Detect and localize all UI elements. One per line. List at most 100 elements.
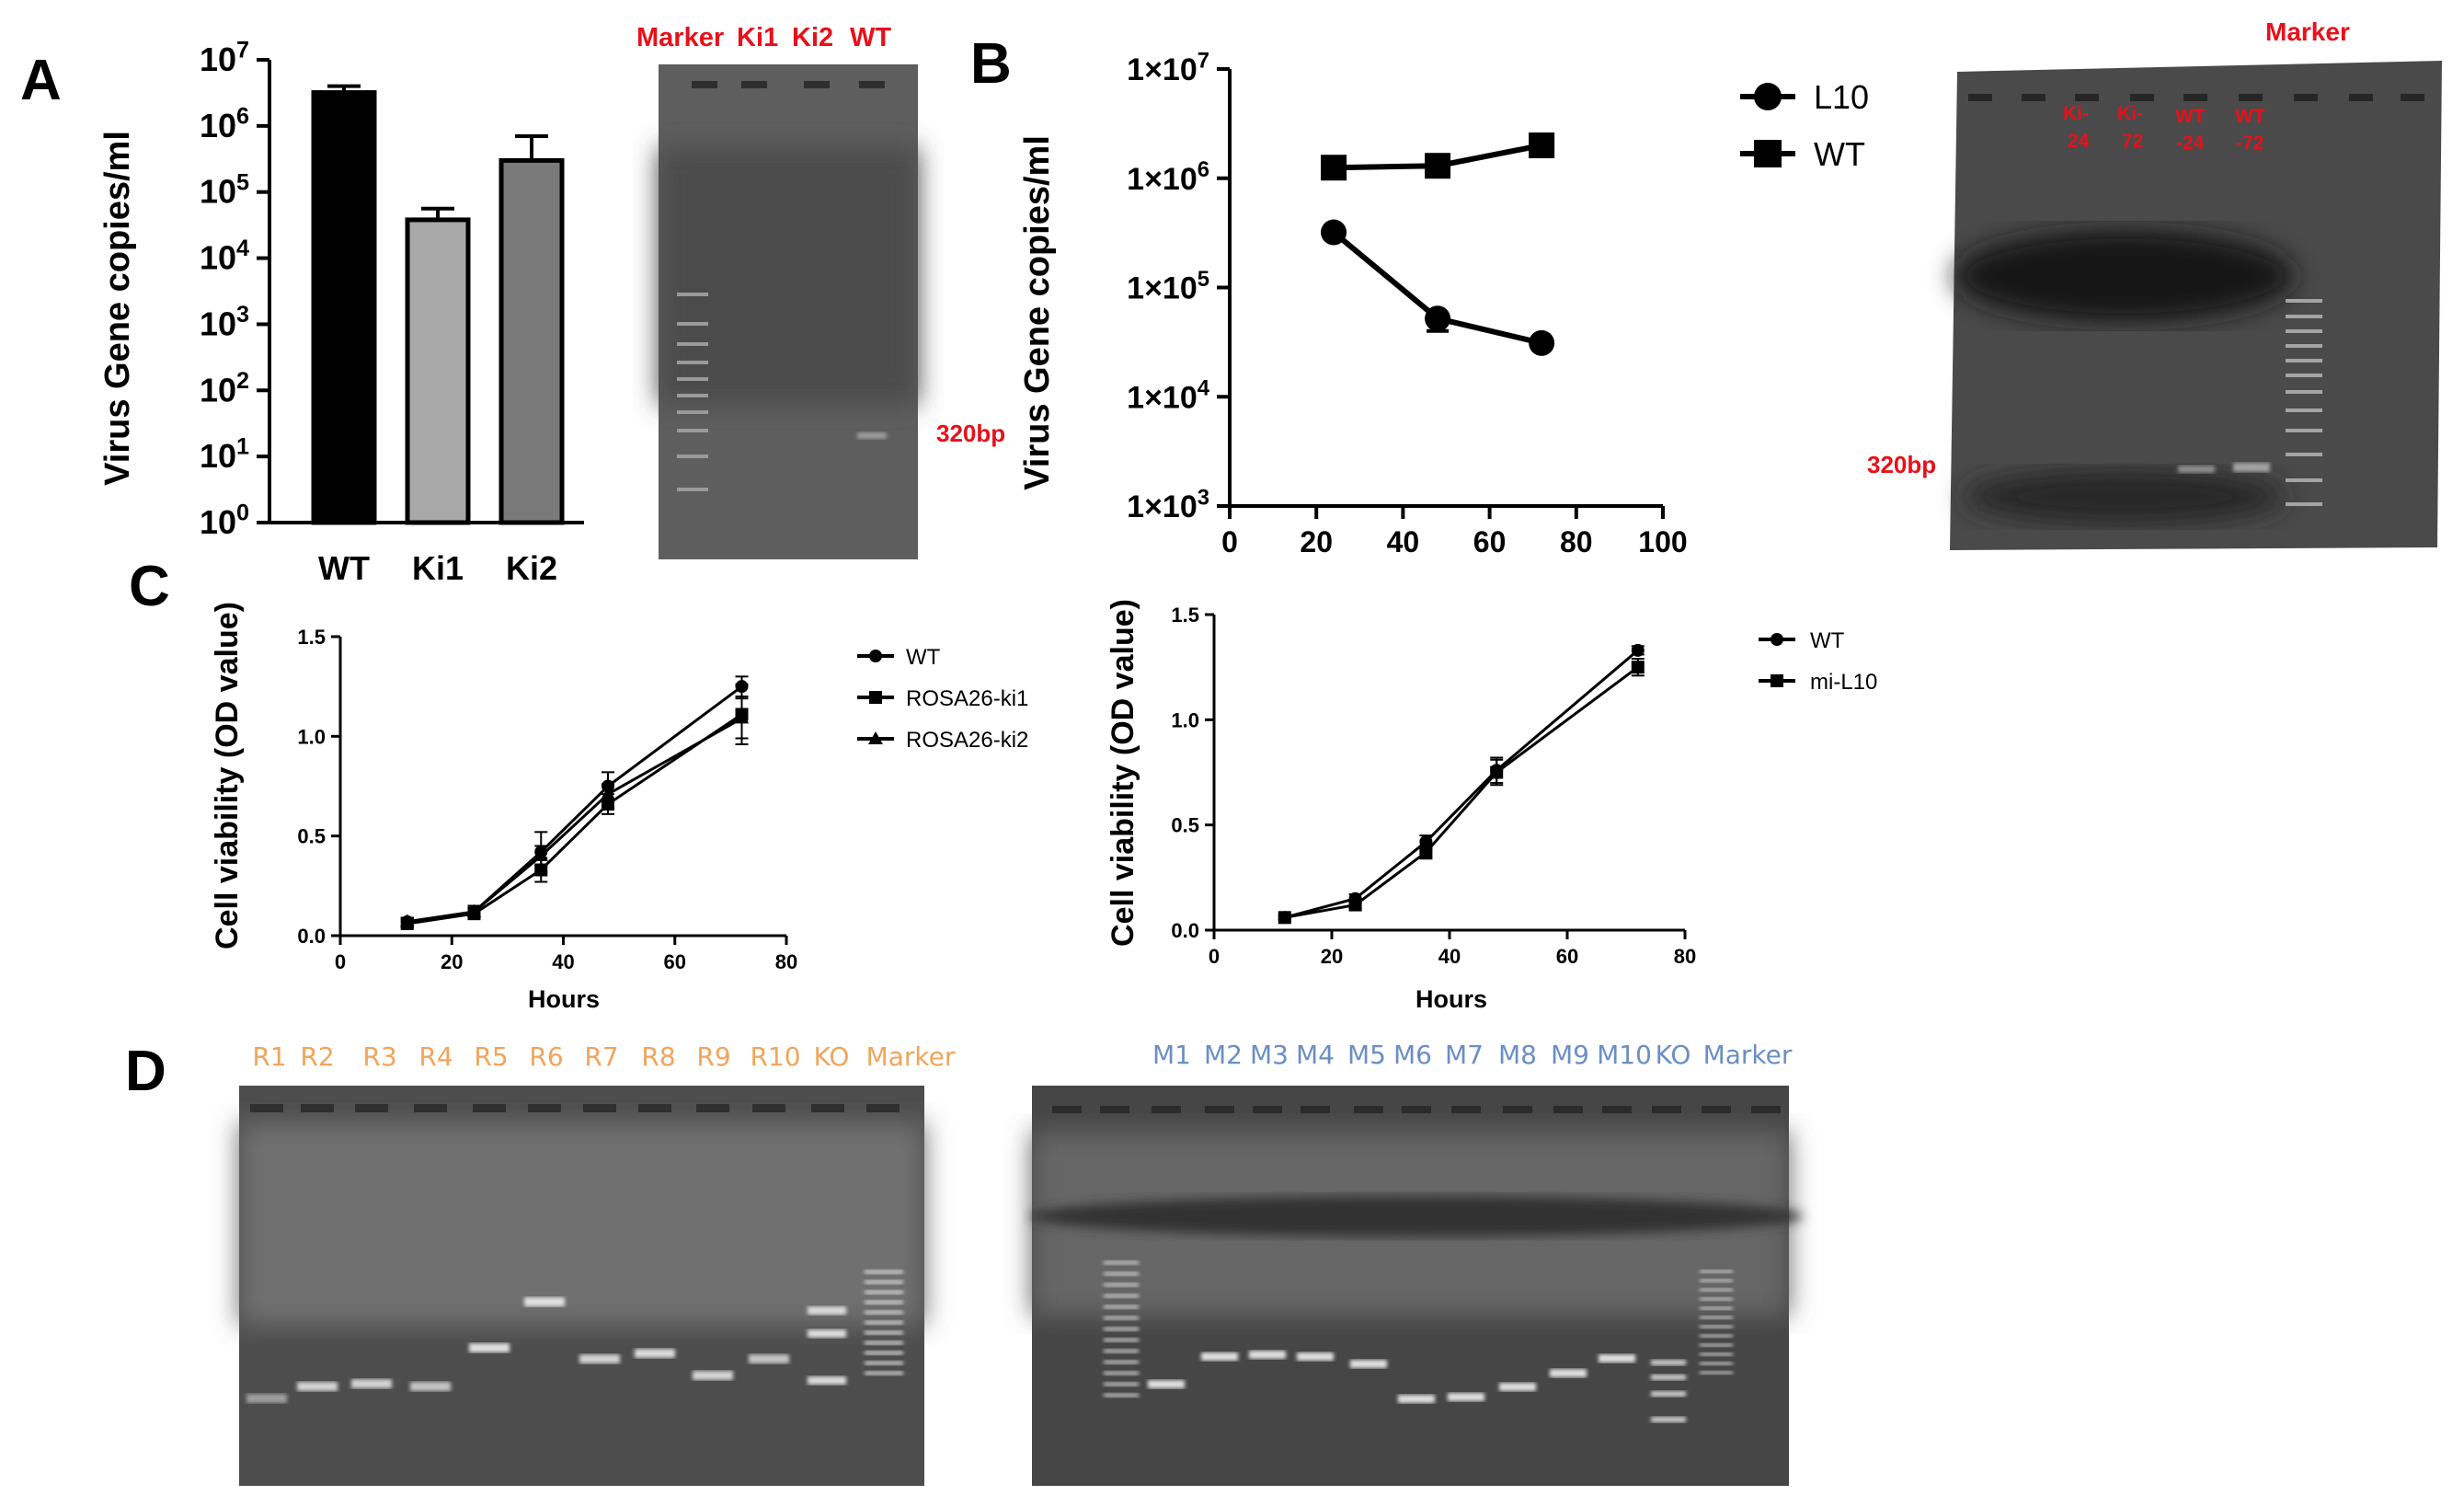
gel-d-right: M1 M2 M3 M4 M5 M6 M7 M8 M9 M10 KO Marker [1030,1040,1803,1486]
x-tick-label: Ki2 [506,549,557,587]
y-tick-label: 1×104 [1127,376,1210,416]
bar [499,157,565,525]
gel-b-dark-band [1954,230,2295,322]
gel-lane-label: R7 [584,1041,618,1072]
ladder-band [677,410,708,414]
ladder-band [865,1330,903,1335]
legend-circle-marker [1771,633,1783,646]
ladder-band [1700,1279,1733,1283]
gel-lane-label: M3 [1250,1040,1289,1070]
x-tick-label: 40 [1387,525,1420,558]
x-tick-label: 40 [552,950,574,973]
ladder-band [1104,1316,1139,1320]
gel-well [1402,1106,1431,1113]
panel-label-c: C [129,555,170,618]
ladder-band [1700,1288,1733,1292]
gel-well [355,1104,388,1112]
gel-d-left-bands [246,1104,903,1403]
ladder-band [1104,1393,1139,1398]
ladder-band [677,342,708,346]
gel-band [1651,1375,1686,1380]
ladder-band [1104,1338,1139,1342]
ladder-band [1104,1294,1139,1298]
gel-well [1253,1106,1282,1113]
gel-band [1550,1369,1587,1377]
gel-band [297,1382,338,1391]
x-tick-label: 20 [1321,945,1343,968]
gel-b-dark-band [1964,469,2286,524]
legend-item-wt: WT [1740,135,1865,173]
ladder-band [2286,429,2322,432]
y-tick-label: 103 [200,302,249,342]
ladder-band [1700,1316,1733,1319]
data-point [1419,834,1433,848]
gel-lane-label: R3 [362,1041,396,1072]
gel-a: Marker Ki1 Ki2 WT 320bp [636,23,1005,559]
gel-d-left-glow [239,1122,924,1325]
gel-well [866,1104,900,1112]
ladder-band [2286,359,2322,362]
panel-a-y-axis-label: Virus Gene copies/ml [98,131,137,486]
ladder-band [1104,1349,1139,1353]
series-line [407,684,743,924]
gel-band [1651,1391,1686,1397]
gel-well [528,1104,561,1112]
ladder-band [1104,1305,1139,1309]
gel-band [1148,1380,1185,1388]
gel-a-well [804,81,830,88]
y-tick-label: 100 [200,500,249,541]
data-point [1278,911,1291,925]
legend-label: WT [906,645,941,670]
gel-b-well [2294,94,2318,101]
ladder-band [1104,1260,1139,1265]
gel-well [301,1104,334,1112]
x-tick-label: 100 [1638,525,1687,558]
gel-band [693,1371,733,1380]
x-tick-label: 80 [1560,525,1593,558]
gel-well [1100,1106,1129,1113]
ladder-band [1700,1371,1733,1375]
legend-item-rosa26-ki1: ROSA26-ki1 [857,686,1028,711]
gel-well [696,1104,729,1112]
gel-well [1602,1106,1632,1113]
y-tick-label: 101 [200,434,249,475]
gel-well [1301,1106,1330,1113]
data-point [1490,765,1504,779]
x-tick-label: 60 [664,950,686,973]
x-tick-label: 0 [1221,525,1238,558]
gel-well [1751,1106,1781,1113]
ladder-band [1700,1343,1733,1347]
ladder-band [1104,1283,1139,1287]
gel-a-well [692,81,717,88]
ladder-band [2286,502,2322,506]
legend-label: ROSA26-ki2 [906,728,1028,753]
gel-d-left: R1 R2 R3 R4 R5 R6 R7 R8 R9 R10 KO Marker [239,1041,956,1486]
y-tick-label: 104 [200,236,249,276]
legend-label: WT [1814,135,1865,173]
gel-lane-label: M2 [1204,1040,1243,1070]
ladder-band [1104,1271,1139,1276]
gel-a-band-label: 320bp [936,420,1005,447]
gel-well [473,1104,506,1112]
panel-c-right-y-axis-label: Cell viability (OD value) [1106,599,1140,947]
ladder-band [1104,1371,1139,1375]
legend-label: WT [1810,628,1845,653]
gel-b-lane-label: -72 [2236,132,2263,154]
gel-a-lane-label: Ki1 [737,23,778,52]
gel-lane-label: R8 [641,1041,675,1072]
y-tick-label: 105 [200,169,249,210]
gel-a-smear [659,147,918,405]
ladder-band [1700,1297,1733,1301]
gel-b-wt72-band [2233,463,2270,472]
data-point [1419,846,1433,859]
gel-lane-label: M4 [1296,1040,1335,1070]
data-point [601,786,615,800]
gel-band [808,1376,846,1385]
y-tick-label: 0.0 [297,925,326,948]
gel-well [1205,1106,1234,1113]
bar [311,90,377,525]
gel-band [1651,1417,1686,1422]
ladder-band [677,322,708,326]
gel-a-marker-ladder [677,293,708,491]
legend-triangle-marker [868,731,883,744]
